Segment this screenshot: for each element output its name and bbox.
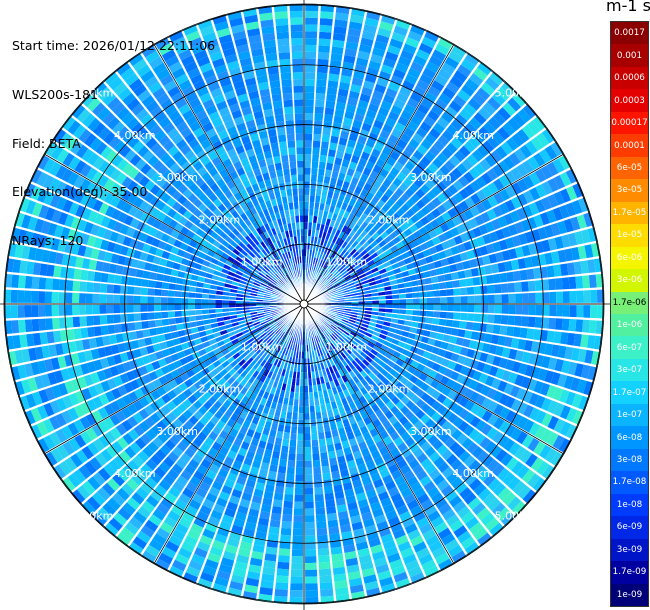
colorbar-level: 1.7e-07	[611, 381, 648, 404]
ppi-plot: 1.00km 1.00km 1.00km 1.00km 2.00km 2.00km 2.00…	[0, 0, 610, 610]
range-label: 3.00km	[156, 425, 198, 438]
colorbar-level-label: 3e-06	[616, 275, 643, 286]
colorbar-level-label: 3e-08	[616, 454, 643, 465]
elevation-label: Elevation(deg): 35.00	[12, 184, 148, 200]
range-label: 5.00km	[495, 87, 537, 100]
colorbar-level-label: 0.001	[616, 50, 643, 61]
range-label: 4.00km	[114, 467, 156, 480]
range-labels: 1.00km 1.00km 1.00km 1.00km 2.00km 2.00km 2.00…	[72, 87, 536, 523]
azimuth-line	[303, 303, 565, 455]
center-marker	[299, 299, 309, 309]
range-label: 1.00km	[325, 340, 367, 353]
range-label: 5.00km	[72, 509, 114, 522]
range-label: 3.00km	[410, 425, 452, 438]
azimuth-line	[303, 303, 455, 565]
colorbar-level: 1.7e-05	[611, 201, 648, 225]
colorbar-level-label: 6e-07	[616, 342, 643, 353]
colorbar-level: 3e-06	[611, 269, 648, 292]
range-label: 4.00km	[452, 129, 494, 142]
range-label: 1.00km	[241, 256, 283, 269]
azimuth-line	[153, 303, 305, 565]
colorbar-level: 0.001	[611, 44, 648, 67]
colorbar-level: 0.00017	[611, 111, 648, 135]
colorbar-level-label: 6e-08	[616, 432, 643, 443]
colorbar-level-label: 6e-05	[616, 162, 643, 173]
colorbar-level-label: 3e-05	[616, 185, 643, 196]
colorbar-level-label: 1.7e-06	[612, 297, 647, 308]
colorbar-level: 1e-08	[611, 493, 648, 517]
colorbar-level: 3e-05	[611, 179, 648, 202]
colorbar-level-label: 1e-08	[616, 499, 643, 510]
azimuth-line	[43, 153, 305, 305]
colorbar-level: 1.7e-09	[611, 561, 648, 584]
range-label: 5.00km	[495, 509, 537, 522]
range-label: 2.00km	[368, 383, 410, 396]
range-label: 4.00km	[114, 129, 156, 142]
start-time-label: Start time: 2026/01/12 22:11:06	[12, 38, 216, 54]
colorbar: 0.0017 0.001 0.0006 0.0003 0.00017 0.0001 6e-0…	[610, 21, 649, 607]
colorbar-level: 1e-09	[611, 583, 648, 606]
colorbar-level-label: 0.0003	[614, 95, 645, 106]
colorbar-level-label: 1.7e-07	[612, 387, 647, 398]
colorbar-level: 0.0006	[611, 66, 648, 90]
colorbar-level: 6e-06	[611, 246, 648, 270]
ray-separators	[4, 4, 604, 604]
plot-info: Start time: 2026/01/12 22:11:06 WLS200s-…	[12, 6, 215, 265]
range-label: 3.00km	[410, 171, 452, 184]
colorbar-level: 6e-07	[611, 336, 648, 359]
colorbar-level-label: 0.0006	[614, 73, 645, 84]
colorbar-level-label: 0.0017	[614, 28, 645, 39]
colorbar-level: 6e-08	[611, 426, 648, 449]
range-label: 2.00km	[199, 383, 241, 396]
nrays-label: NRays: 120	[12, 232, 84, 248]
azimuth-line	[43, 303, 305, 455]
colorbar-level-label: 0.00017	[611, 118, 648, 129]
colorbar-level: 0.0017	[611, 22, 648, 45]
colorbar-level: 1.7e-06	[611, 291, 648, 314]
colorbar-level-label: 1.7e-05	[612, 207, 647, 218]
colorbar-level: 3e-08	[611, 448, 648, 472]
radar-rays	[4, 4, 604, 604]
azimuth-line	[303, 153, 565, 305]
field-label: Field: BETA	[12, 135, 81, 151]
colorbar-level-label: 6e-06	[616, 252, 643, 263]
colorbar-level: 3e-07	[611, 358, 648, 382]
colorbar-title: m-1 sr-1	[606, 0, 650, 15]
range-label: 4.00km	[452, 467, 494, 480]
colorbar-level-label: 0.0001	[614, 140, 645, 151]
range-label: 5.00km	[72, 87, 114, 100]
colorbar-level: 6e-05	[611, 156, 648, 180]
colorbar-level-label: 1e-05	[616, 230, 643, 241]
range-label: 3.00km	[156, 171, 198, 184]
range-label: 1.00km	[325, 256, 367, 269]
colorbar-level-label: 3e-09	[616, 544, 643, 555]
colorbar-level-label: 1.7e-08	[612, 477, 647, 488]
colorbar-level: 0.0003	[611, 89, 648, 112]
azimuth-line	[303, 43, 455, 305]
colorbar-level: 6e-09	[611, 516, 648, 539]
range-label: 2.00km	[368, 213, 410, 226]
colorbar-level-label: 1e-07	[616, 410, 643, 421]
colorbar-level: 3e-09	[611, 538, 648, 562]
colorbar-level-label: 1.7e-09	[612, 567, 647, 578]
colorbar-level-label: 6e-09	[616, 522, 643, 533]
colorbar-level-label: 3e-07	[616, 365, 643, 376]
instrument-label: WLS200s-181	[12, 87, 98, 102]
colorbar-level: 1e-05	[611, 224, 648, 247]
colorbar-level-label: 1e-06	[616, 320, 643, 331]
colorbar-level: 1.7e-08	[611, 471, 648, 494]
colorbar-level: 1e-06	[611, 314, 648, 337]
colorbar-level: 1e-07	[611, 403, 648, 427]
azimuth-line	[153, 43, 305, 305]
range-label: 1.00km	[241, 340, 283, 353]
colorbar-level: 0.0001	[611, 134, 648, 157]
range-label: 2.00km	[199, 213, 241, 226]
colorbar-level-label: 1e-09	[616, 589, 643, 600]
